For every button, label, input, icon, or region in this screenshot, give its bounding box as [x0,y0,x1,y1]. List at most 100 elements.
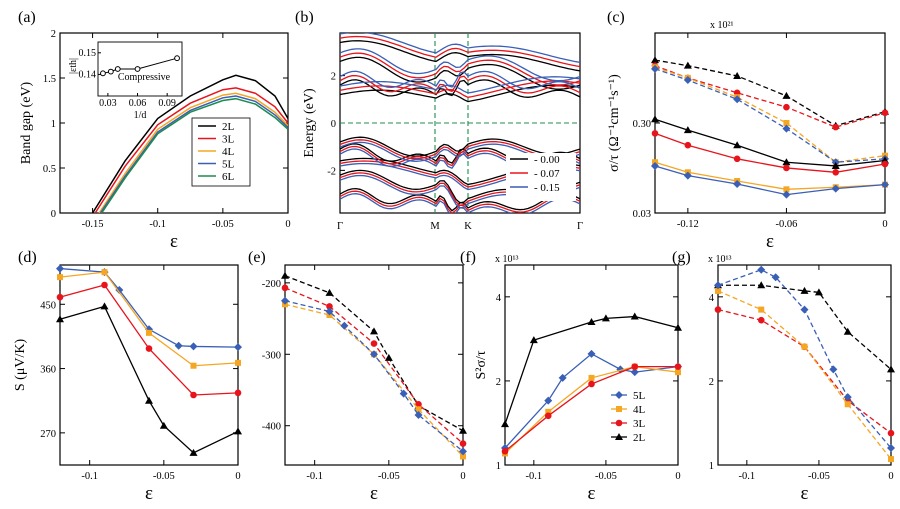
panel-b-ytick-label: -2 [327,166,336,177]
panel-c-point [733,155,741,163]
panel-c-point [733,71,742,79]
panel-f-point [587,349,596,358]
panel-a-legend [191,117,251,187]
panel-c-point [782,190,791,199]
panel-c-series-3L-p [654,65,886,128]
panel-f-point [501,420,509,428]
panel-g-point [757,265,766,274]
band-0-1 [340,56,580,90]
panel-a-inset-xtick-label: 0.09 [158,98,176,109]
panel-d-point [159,421,168,429]
panel-f-xtick-label: -0.1 [526,471,543,482]
panel-a-ylabel: Band gap (eV) [19,81,34,164]
panel-c-point [733,95,742,104]
panel-a-inset-point [114,66,121,72]
panel-f-legend-label: 2L [633,432,646,444]
panel-f-point [631,363,639,370]
panel-d-point [101,281,108,289]
panel-e-point [281,271,289,279]
panel-g-point [814,288,823,296]
panel-d-xtick-label: -0.1 [81,471,98,482]
band-2-8 [340,193,580,213]
panel-f-ytick-label: 2 [496,377,501,388]
panel-g-point [843,393,852,402]
band-1-3 [340,80,580,98]
band-0-8 [340,187,580,212]
panel-f-series-5L [504,353,679,449]
panel-c-ytick-label: 0.30 [633,119,651,130]
panel-c-point [783,120,790,126]
panel-b-kpoint-label: M [430,221,440,232]
panel-c-series-5L-p [654,68,886,163]
panel-e-point [399,389,408,398]
panel-e-point [459,440,467,447]
panel-f-point [630,368,639,377]
panel-c-point [832,123,840,131]
panel-d-ytick-label: 450 [40,300,56,311]
panel-e-ytick-label: -400 [262,422,281,433]
panel-c-point [881,160,889,168]
panel-a-inset-point [107,68,114,75]
panel-b-legend-label: - 0.00 [534,154,560,166]
panel-c-point [783,103,790,111]
panel-f-point [544,396,553,405]
panel-a-ytick-label: 0 [51,209,56,220]
panel-c-point [733,141,742,149]
panel-b-kpoint-label: K [464,221,472,232]
panel-e-point [326,303,333,310]
panel-c-xtick-label: -0.06 [775,219,797,230]
panel-b-kpoint-label: Γ [337,221,343,232]
panel-c-point [733,180,742,189]
panel-c-series-4L-n [654,161,886,190]
panel-a-series-6L [101,97,288,213]
panel-g-xlabel: ε [801,483,809,504]
panel-a-ytick-label: 1.5 [43,74,56,85]
panel-a-series-4L [98,92,288,213]
band-1-2 [340,74,580,94]
panel-f-legend-point [615,419,623,427]
panel-a-series-3L [94,87,288,213]
band-0-2 [340,79,580,98]
panel-f-point [674,323,682,331]
panel-d-point [56,293,64,301]
panel-e-point [281,296,289,305]
panel-g-point [887,444,895,453]
panel-d-series-3L [59,284,239,396]
panel-c-ylabel: σ/τ (Ω⁻¹cm⁻¹s⁻¹) [607,74,622,172]
panel-d-xtick-label: 0 [235,471,240,482]
panel-d-point [101,269,108,276]
panel-f-point [674,363,682,370]
panel-g-multiplier: x 10¹³ [708,254,732,265]
panel-c-point [782,124,791,133]
panel-b-ytick-label: 0 [331,119,336,130]
panel-c-point [782,158,791,166]
panel-label-a: (a) [18,9,36,26]
panel-c-point [881,180,889,189]
band-2-1 [340,48,580,82]
panel-c-point [782,91,791,99]
panel-g-series-2L [718,284,892,370]
panel-g-point [714,306,722,313]
panel-g-frame [717,264,892,466]
panel-a-inset-ytick-label: 0.14 [79,69,97,80]
panel-label-c: (c) [607,9,625,26]
panel-a-inset-ytick-label: 0.15 [79,48,97,59]
panel-g-point [887,365,895,373]
panel-label-d: (d) [18,249,37,266]
panel-c-point [651,115,659,123]
panel-c-point [683,126,692,134]
panel-a-xtick-label: 0 [285,219,290,230]
panel-g-xtick-label: -0.05 [808,471,830,482]
panel-f-legend-point [616,406,622,412]
panel-f-point [588,374,595,381]
panel-f-ytick-label: 4 [496,293,502,304]
panel-g-point [844,401,851,408]
panel-a-xtick-label: -0.05 [212,219,234,230]
panel-a-ytick-label: 0.5 [43,164,56,175]
panel-a-series-2L [91,74,288,213]
panel-b-bands [340,33,580,213]
panel-f-point [544,412,552,420]
panel-d-point [145,345,153,352]
panel-b-legend-label: - 0.07 [534,168,560,180]
panel-a-xtick-label: -0.1 [149,219,166,230]
